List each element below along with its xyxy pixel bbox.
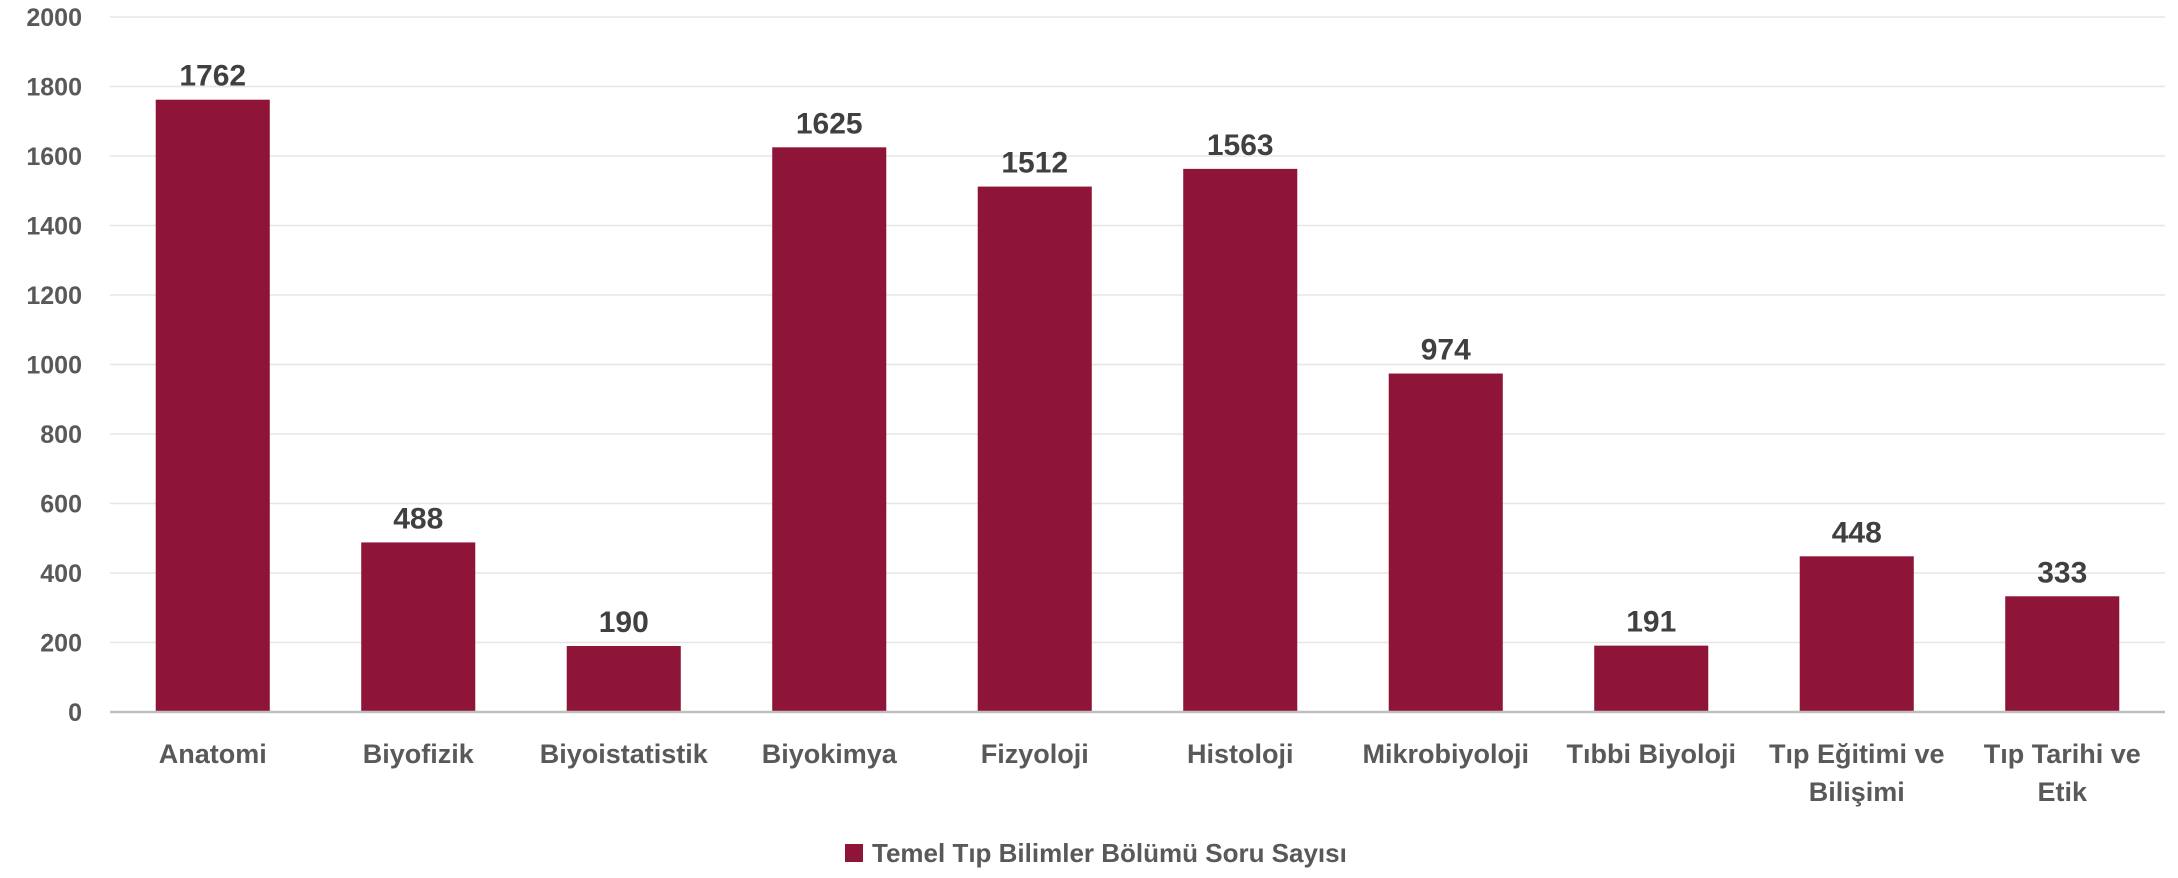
x-tick-label: Tıp Tarihi ve xyxy=(1984,739,2141,769)
data-label: 1625 xyxy=(796,107,863,140)
y-tick-label: 1200 xyxy=(26,282,82,310)
x-tick-label: Etik xyxy=(2037,777,2088,807)
data-label: 190 xyxy=(599,606,649,639)
data-labels: 1762 488 190 1625 1512 1563 974 191 448 333 xyxy=(179,60,2087,639)
bar xyxy=(155,99,270,712)
y-tick-label: 400 xyxy=(40,560,82,588)
x-axis-ticks: Anatomi Biyofizik Biyoistatistik Biyokimya F… xyxy=(159,739,2141,807)
y-tick-label: 200 xyxy=(40,630,82,658)
bar xyxy=(1594,645,1709,712)
data-label: 448 xyxy=(1832,516,1882,549)
y-tick-label: 1400 xyxy=(26,213,82,241)
y-tick-label: 600 xyxy=(40,491,82,519)
legend-label: Temel Tıp Bilimler Bölümü Soru Sayısı xyxy=(872,838,1347,868)
x-tick-label: Tıp Eğitimi ve xyxy=(1769,739,1945,769)
x-tick-label: Biyokimya xyxy=(762,739,898,769)
y-tick-label: 1600 xyxy=(26,143,82,171)
bar xyxy=(1388,373,1503,712)
x-tick-label: Histoloji xyxy=(1187,739,1294,769)
bar xyxy=(1183,168,1298,713)
bar xyxy=(772,147,887,712)
y-axis-ticks: 0 200 400 600 800 1000 1200 1400 1600 1800 2000 xyxy=(26,4,82,727)
y-tick-label: 2000 xyxy=(26,4,82,32)
data-label: 1512 xyxy=(1001,147,1068,180)
x-tick-label: Anatomi xyxy=(159,739,267,769)
data-label: 191 xyxy=(1626,606,1676,639)
bar xyxy=(1799,556,1914,712)
bar xyxy=(977,186,1092,712)
y-tick-label: 0 xyxy=(68,699,82,727)
bar xyxy=(2005,596,2120,712)
bar xyxy=(361,542,476,712)
data-label: 1762 xyxy=(179,60,246,93)
x-tick-label: Fizyoloji xyxy=(981,739,1089,769)
legend: Temel Tıp Bilimler Bölümü Soru Sayısı xyxy=(845,838,1347,868)
data-label: 333 xyxy=(2037,556,2087,589)
bars xyxy=(155,99,2120,713)
y-tick-label: 1000 xyxy=(26,352,82,380)
x-tick-label: Bilişimi xyxy=(1809,777,1905,807)
bar xyxy=(566,645,681,712)
x-tick-label: Tıbbi Biyoloji xyxy=(1567,739,1737,769)
y-tick-label: 800 xyxy=(40,421,82,449)
legend-swatch xyxy=(845,844,863,862)
data-label: 488 xyxy=(393,502,443,535)
x-tick-label: Mikrobiyoloji xyxy=(1362,739,1529,769)
data-label: 1563 xyxy=(1207,129,1274,162)
y-tick-label: 1800 xyxy=(26,74,82,102)
data-label: 974 xyxy=(1421,334,1471,367)
x-tick-label: Biyofizik xyxy=(363,739,475,769)
x-tick-label: Biyoistatistik xyxy=(540,739,709,769)
